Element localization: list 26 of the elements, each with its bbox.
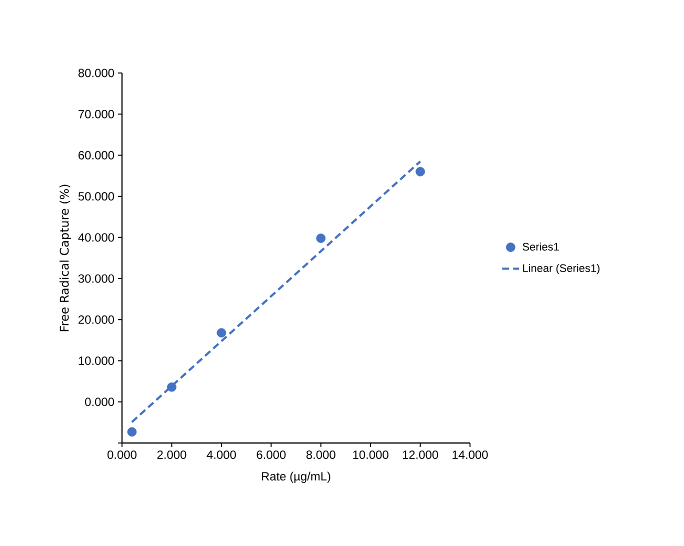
legend-label: Linear (Series1) — [523, 264, 600, 274]
x-tick-label: 6.000 — [256, 450, 286, 459]
point — [216, 328, 226, 338]
x-tick-label: 8.000 — [306, 450, 336, 459]
y-tick-label: 50.000 — [78, 192, 114, 201]
point — [127, 427, 137, 437]
y-tick-label: 70.000 — [78, 110, 114, 118]
y-tick-label: 20.000 — [78, 315, 114, 324]
y-tick-label: 0.000 — [85, 398, 114, 406]
x-tick-label: 10.000 — [353, 450, 388, 459]
y-tick-label: 60.000 — [78, 150, 114, 160]
y-axis-title: Free Radical Capture (%) — [60, 184, 72, 332]
y-tick-label: 10.000 — [78, 356, 114, 365]
y-tick-label: 40.000 — [78, 233, 114, 242]
point — [316, 234, 326, 243]
x-tick-label: 12.000 — [402, 450, 438, 459]
x-tick-label: 0.000 — [108, 450, 136, 459]
legend-label: Series1 — [522, 242, 559, 251]
y-tick-label: 30.000 — [78, 274, 114, 283]
point — [416, 166, 425, 176]
x-tick-label: 14.000 — [452, 450, 488, 459]
y-tick-label: 80.000 — [78, 68, 114, 78]
point — [167, 382, 176, 392]
x-tick-label: 4.000 — [206, 450, 236, 459]
x-axis-title: Rate (µg/mL) — [262, 472, 330, 483]
x-tick-label: 2.000 — [157, 450, 186, 459]
